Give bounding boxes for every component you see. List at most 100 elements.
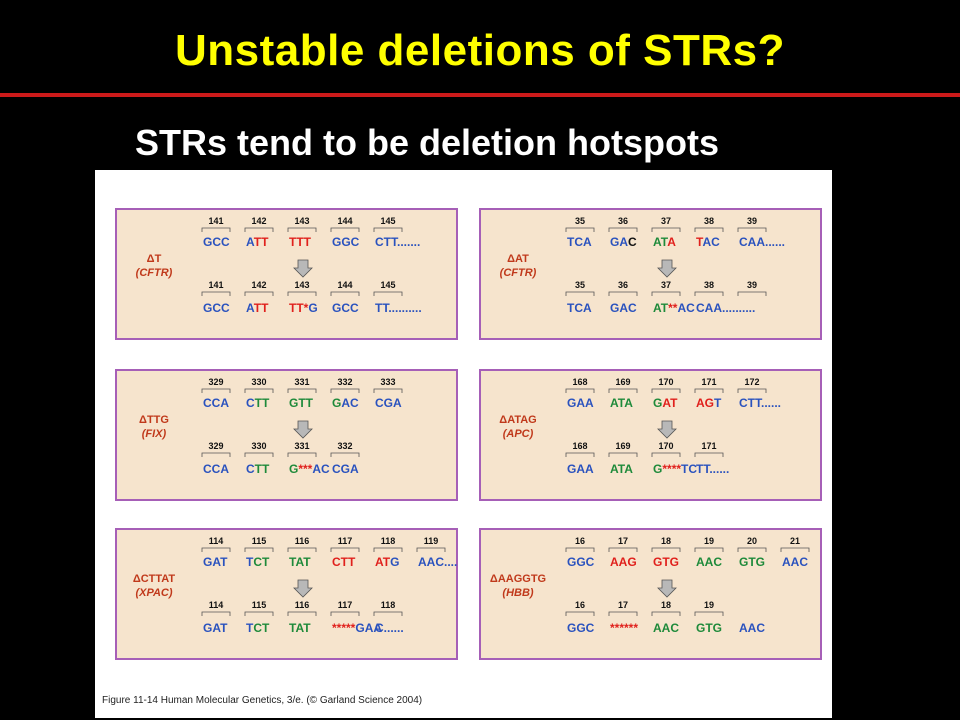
codon-bracket [330,388,360,393]
codon-sequence: GTG [653,555,679,569]
title-divider [0,93,960,97]
base-segment: GA [610,235,628,249]
base-segment: ****** [610,621,638,635]
codon-number: 329 [208,441,223,451]
codon-bracket [373,291,403,296]
base-segment: T [714,396,722,410]
base-segment: TT [375,301,390,315]
codon-sequence: TCA [567,235,592,249]
codon-number: 17 [618,536,628,546]
base-segment: ATA [610,396,633,410]
codon-number: 141 [208,216,223,226]
down-arrow-icon [657,579,677,598]
codon-sequence: AAC...... [418,555,458,569]
codon-number: 171 [701,441,716,451]
codon-sequence: GAT [653,396,678,410]
codon-bracket [608,611,638,616]
base-segment: GTG [653,555,679,569]
codon-sequence: GAT [203,621,228,635]
base-segment: ** [672,462,682,476]
codon-bracket [651,452,681,457]
codon-bracket [287,611,317,616]
base-segment: GGC [567,555,595,569]
codon-sequence: AGT [696,396,722,410]
codon-sequence: ATA [653,235,676,249]
codon-bracket [694,388,724,393]
base-segment: TAT [289,621,311,635]
codon-sequence: TTT [289,235,312,249]
base-segment: AG [696,396,714,410]
codon-number: 143 [294,216,309,226]
codon-number: 117 [338,600,353,610]
base-segment: ** [662,462,672,476]
base-segment: T [246,555,254,569]
codon-number: 142 [251,280,266,290]
codon-number: 114 [209,600,224,610]
codon-bracket [608,547,638,552]
base-segment: AAC [739,621,765,635]
base-segment: G [653,462,662,476]
codon-number: 143 [294,280,309,290]
codon-sequence: AAC [696,555,722,569]
codon-bracket [694,291,724,296]
codon-sequence: GAA [567,462,594,476]
gene-name: (HBB) [502,587,534,599]
deletion-name: ΔATAG [499,414,537,426]
codon-bracket [330,227,360,232]
base-segment: TT [254,301,269,315]
codon-bracket [737,388,767,393]
base-segment: ...... [444,555,458,569]
base-segment: TAT [289,555,311,569]
base-segment: *** [298,462,312,476]
codon-bracket [694,611,724,616]
figure-caption: Figure 11-14 Human Molecular Genetics, 3… [102,695,423,706]
base-segment: AT [375,555,391,569]
codon-sequence: TT*G [289,301,318,315]
gene-name: (CFTR) [499,267,537,279]
codon-sequence: *****GAA [332,621,382,635]
codon-number: 115 [252,600,267,610]
codon-sequence: AT**AC [653,301,695,315]
codon-bracket [651,611,681,616]
deletion-name: ΔT [146,253,162,265]
codon-sequence: GCC [203,301,230,315]
base-segment: TT [255,396,270,410]
codon-sequence: GGC [332,235,360,249]
codon-sequence: GAC [332,396,359,410]
base-segment: G [355,621,364,635]
codon-sequence: GTG [696,621,722,635]
codon-sequence: GCC [332,301,359,315]
base-segment: AC [312,462,330,476]
codon-sequence: TAT [289,555,311,569]
base-segment: GAA [567,396,594,410]
codon-sequence: GAA [567,396,594,410]
codon-number: 16 [575,600,585,610]
codon-bracket [244,291,274,296]
codon-number: 20 [747,536,757,546]
base-segment: AC [677,301,695,315]
codon-number: 142 [251,216,266,226]
base-segment: GAC [610,301,637,315]
base-segment: C [688,462,697,476]
base-segment: C [375,621,384,635]
codon-bracket [651,291,681,296]
base-segment: AA [365,621,383,635]
codon-sequence: CTT [332,555,356,569]
codon-bracket [694,452,724,457]
panel-label: ΔT (CFTR) [124,252,184,280]
base-segment: TT [289,301,304,315]
base-segment: GAT [203,555,228,569]
base-segment: CTT [739,396,763,410]
codon-sequence: CAA...... [739,235,785,249]
codon-bracket [694,547,724,552]
base-segment: C [246,462,255,476]
base-segment: GGC [567,621,595,635]
slide-title: Unstable deletions of STRs? [174,26,785,75]
codon-number: 39 [747,216,757,226]
base-segment: GTG [739,555,765,569]
base-segment: AAC [782,555,808,569]
codon-number: 330 [251,377,266,387]
codon-sequence: TAT [289,621,311,635]
codon-number: 35 [575,216,585,226]
codon-number: 21 [790,536,800,546]
